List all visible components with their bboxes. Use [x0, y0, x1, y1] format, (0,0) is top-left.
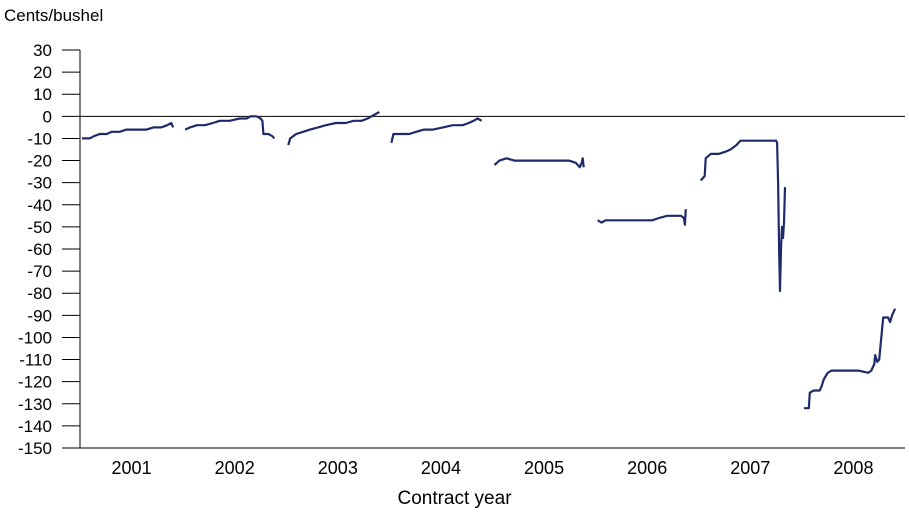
y-tick-label: -120 [18, 373, 52, 392]
x-tick-label: 2007 [730, 458, 770, 478]
y-tick-label: -150 [18, 439, 52, 458]
y-tick-label: -20 [27, 152, 52, 171]
y-tick-label: -70 [27, 262, 52, 281]
y-axis-title: Cents/bushel [4, 6, 104, 25]
y-tick-label: 0 [43, 107, 52, 126]
x-tick-label: 2001 [112, 458, 152, 478]
series-line-2008 [803, 308, 897, 410]
series-line-2003 [287, 110, 380, 146]
series-line-2007 [699, 139, 787, 293]
y-tick-label: 30 [33, 41, 52, 60]
series-line-2004 [390, 117, 483, 144]
x-axis-title: Contract year [397, 488, 512, 509]
y-tick-label: -90 [27, 306, 52, 325]
x-tick-label: 2006 [627, 458, 667, 478]
series-line-2001 [82, 121, 175, 140]
y-tick-label: -100 [18, 328, 52, 347]
y-tick-label: -10 [27, 129, 52, 148]
series-line-2006 [597, 209, 687, 226]
y-tick-label: -110 [19, 351, 52, 370]
y-tick-label: -60 [27, 240, 52, 259]
x-tick-label: 2005 [524, 458, 564, 478]
x-tick-label: 2008 [833, 458, 873, 478]
y-tick-label: 20 [33, 63, 52, 82]
y-tick-label: -50 [27, 218, 52, 237]
x-tick-label: 2003 [318, 458, 358, 478]
series-line-2002 [184, 115, 276, 140]
y-tick-label: -140 [18, 417, 52, 436]
series-line-2005 [493, 157, 585, 169]
y-tick-label: -30 [27, 174, 52, 193]
y-tick-label: 10 [33, 85, 52, 104]
y-tick-label: -130 [18, 395, 52, 414]
x-tick-label: 2002 [215, 458, 255, 478]
y-tick-label: -40 [27, 196, 52, 215]
y-tick-label: -80 [27, 284, 52, 303]
x-tick-label: 2004 [421, 458, 461, 478]
